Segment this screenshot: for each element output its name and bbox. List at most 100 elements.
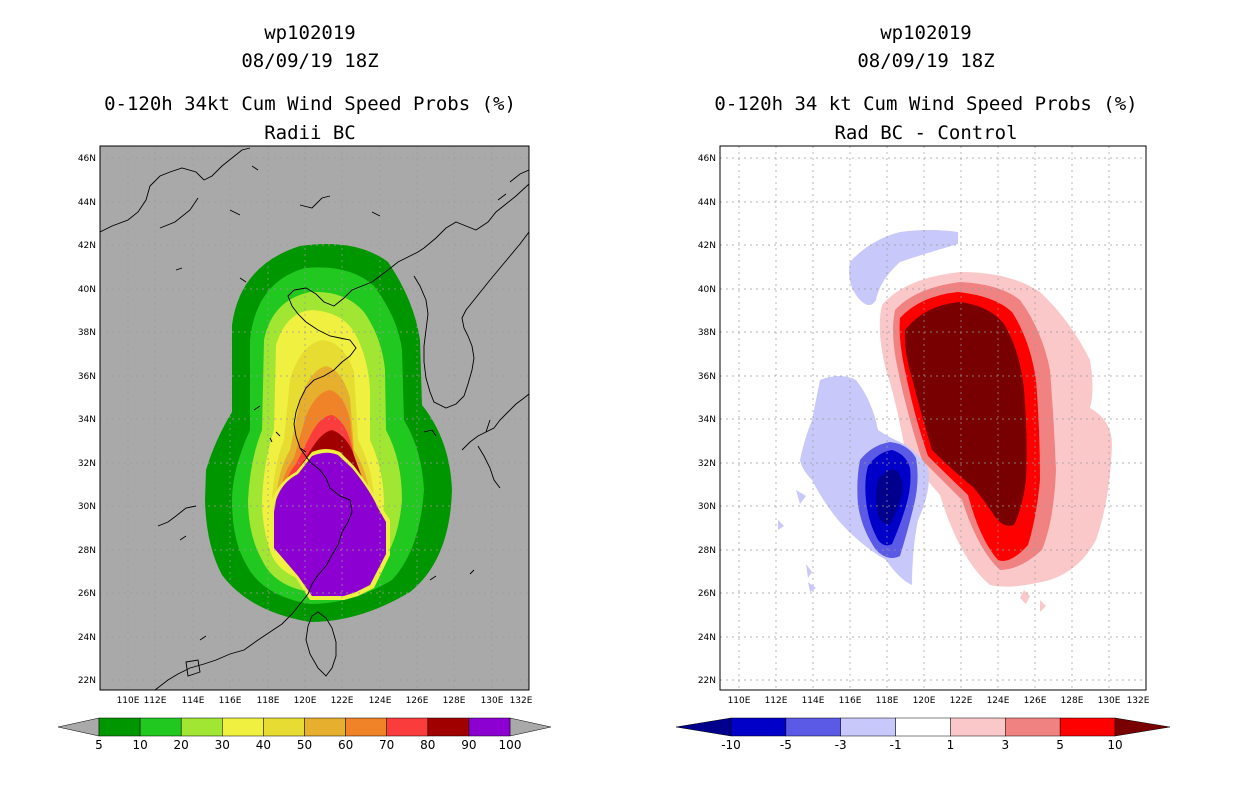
lat-label: 28N <box>78 546 96 556</box>
lon-label: 124E <box>369 696 392 706</box>
lat-label: 40N <box>78 285 96 295</box>
colorbar-label: -1 <box>890 738 902 752</box>
colorbar-label: 20 <box>174 738 189 752</box>
colorbar-label: 1 <box>947 738 955 752</box>
negative-speck <box>778 490 816 592</box>
lat-label: 42N <box>78 241 96 251</box>
lat-label: 44N <box>78 198 96 208</box>
left-probability-contours <box>205 244 452 622</box>
colorbar-label: 10 <box>132 738 147 752</box>
colorbar-swatch <box>98 717 141 737</box>
lon-label: 114E <box>802 696 825 706</box>
lat-label: 32N <box>698 459 716 469</box>
colorbar-swatch <box>785 717 842 737</box>
colorbar-swatch <box>222 717 264 737</box>
colorbar-label: 80 <box>420 738 435 752</box>
lat-label: 26N <box>698 589 716 599</box>
right-panel: wp102019 08/09/19 18Z 0-120h 34 kt Cum W… <box>675 22 1171 752</box>
lat-label: 24N <box>698 633 716 643</box>
right-colorbar: -10 -5 -3 -1 1 3 5 10 <box>675 717 1171 752</box>
colorbar-label: -3 <box>835 738 847 752</box>
lon-label: 118E <box>257 696 280 706</box>
left-coastlines <box>100 147 529 690</box>
negative-1-3-north <box>849 230 958 305</box>
lat-label: 44N <box>698 198 716 208</box>
lat-label: 28N <box>698 546 716 556</box>
lat-label: 34N <box>78 415 96 425</box>
lon-label: 110E <box>117 696 140 706</box>
lat-label: 46N <box>698 154 716 164</box>
lon-label: 120E <box>294 696 317 706</box>
lat-label: 38N <box>78 328 96 338</box>
colorbar-swatch <box>468 717 511 737</box>
lat-label: 24N <box>78 633 96 643</box>
colorbar-swatch <box>950 717 1006 737</box>
lon-label: 116E <box>219 696 242 706</box>
left-panel: wp102019 08/09/19 18Z 0-120h 34kt Cum Wi… <box>57 22 552 752</box>
lat-label: 36N <box>78 372 96 382</box>
colorbar-label: 100 <box>499 738 522 752</box>
right-lat-labels: 46N 44N 42N 40N 38N 36N 34N 32N 30N 28N … <box>698 154 716 686</box>
colorbar-label: 3 <box>1001 738 1009 752</box>
right-difference-contours <box>778 230 1112 612</box>
colorbar-label: 70 <box>379 738 394 752</box>
colorbar-swatch <box>180 717 223 737</box>
colorbar-swatch <box>304 717 346 737</box>
lat-label: 38N <box>698 328 716 338</box>
lat-label: 36N <box>698 372 716 382</box>
negative-under-10 <box>876 469 903 525</box>
colorbar-label: 5 <box>95 738 103 752</box>
right-graticule <box>720 146 1146 690</box>
left-lon-labels: 110E 112E 114E 116E 118E 120E 122E 124E … <box>117 696 533 706</box>
lon-label: 114E <box>182 696 205 706</box>
lat-label: 34N <box>698 415 716 425</box>
left-lat-labels: 46N 44N 42N 40N 38N 36N 34N 32N 30N 28N … <box>78 154 96 686</box>
colorbar-label: 30 <box>215 738 230 752</box>
lat-label: 46N <box>78 154 96 164</box>
colorbar-label: 40 <box>256 738 271 752</box>
left-storm-id: wp102019 <box>264 22 356 44</box>
lat-label: 22N <box>78 676 96 686</box>
left-colorbar: 5 10 20 30 40 50 60 70 80 90 100 <box>57 717 552 752</box>
lon-label: 116E <box>839 696 862 706</box>
colorbar-label: -5 <box>780 738 792 752</box>
colorbar-swatch <box>840 717 896 737</box>
left-subtitle: Radii BC <box>264 122 356 144</box>
lon-label: 126E <box>406 696 429 706</box>
lon-label: 118E <box>876 696 899 706</box>
lat-label: 42N <box>698 241 716 251</box>
colorbar-low-extension <box>675 717 732 737</box>
colorbar-swatch <box>345 717 387 737</box>
right-map <box>719 145 1147 691</box>
lat-label: 40N <box>698 285 716 295</box>
lon-label: 112E <box>765 696 788 706</box>
lon-label: 126E <box>1024 696 1047 706</box>
lat-label: 30N <box>78 502 96 512</box>
right-storm-id: wp102019 <box>880 22 972 44</box>
right-map-frame <box>719 145 1147 691</box>
colorbar-label: 60 <box>338 738 353 752</box>
left-map <box>99 145 530 691</box>
lon-label: 122E <box>331 696 354 706</box>
colorbar-label: 90 <box>461 738 476 752</box>
colorbar-label: 10 <box>1107 738 1122 752</box>
positive-speck <box>1020 590 1046 612</box>
colorbar-label: 5 <box>1056 738 1064 752</box>
colorbar-swatch <box>263 717 305 737</box>
colorbar-swatch <box>139 717 182 737</box>
colorbar-swatch <box>386 717 429 737</box>
left-datetime: 08/09/19 18Z <box>241 50 378 72</box>
lon-label: 122E <box>950 696 973 706</box>
colorbar-swatch <box>730 717 787 737</box>
colorbar-swatch <box>1005 717 1061 737</box>
lon-label: 112E <box>144 696 167 706</box>
lon-label: 128E <box>1061 696 1084 706</box>
colorbar-swatch <box>1059 717 1116 737</box>
left-map-frame <box>99 145 530 691</box>
contour-90pct <box>274 452 386 596</box>
colorbar-high-extension <box>1114 717 1171 737</box>
right-datetime: 08/09/19 18Z <box>857 50 994 72</box>
right-subtitle: Rad BC - Control <box>834 122 1017 144</box>
lon-label: 110E <box>728 696 751 706</box>
lon-label: 130E <box>481 696 504 706</box>
